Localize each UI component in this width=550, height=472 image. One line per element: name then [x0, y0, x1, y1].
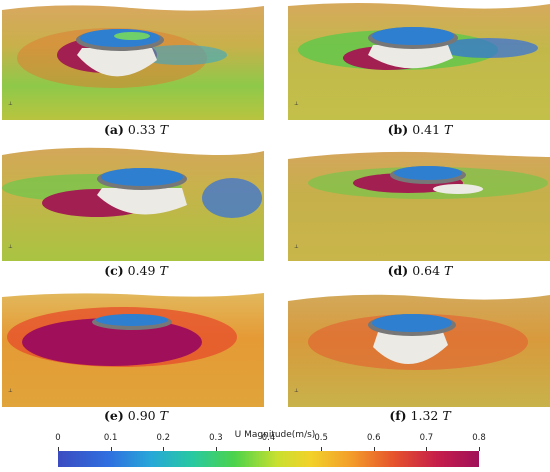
colorbar-title: U Magnitude(m/s)	[234, 430, 316, 440]
colorbar-tick-mark	[215, 447, 217, 451]
panel-b-image: ⊥	[288, 0, 550, 120]
panel-f-image: ⊥	[288, 287, 550, 407]
svg-text:⊥: ⊥	[294, 244, 299, 250]
colorbar-tick-mark	[479, 447, 480, 451]
colorbar-tick-label: 0.8	[472, 433, 486, 443]
panel-c-image: ⊥	[2, 143, 264, 261]
colorbar-tick-label: 0.5	[314, 433, 328, 443]
svg-text:⊥: ⊥	[8, 244, 13, 250]
svg-text:⊥: ⊥	[8, 388, 13, 394]
colorbar-tick-label: 0.1	[103, 433, 118, 443]
svg-text:⊥: ⊥	[294, 101, 299, 107]
colorbar-tick-mark	[373, 447, 375, 451]
colorbar-tick-label: 0.2	[156, 433, 171, 443]
colorbar-tick-mark	[110, 447, 112, 451]
caption-a: (a) 0.33 T	[103, 122, 169, 137]
colorbar-tick-mark	[426, 447, 428, 451]
caption-b: (b) 0.41 T	[387, 122, 453, 137]
svg-text:⊥: ⊥	[294, 388, 299, 394]
panel-e-image: ⊥	[2, 287, 264, 407]
svg-text:⊥: ⊥	[8, 101, 13, 107]
colorbar-tick-label: 0.3	[209, 433, 223, 443]
caption-d: (d) 0.64 T	[387, 263, 453, 278]
colorbar-tick-label: 0.7	[419, 433, 434, 443]
colorbar-tick-label: 0	[55, 433, 61, 443]
panel-a-image: ⊥	[2, 0, 264, 120]
colorbar-tick-mark	[268, 447, 270, 451]
colorbar-tick-label: 0.6	[366, 433, 381, 443]
colorbar-tick-mark	[58, 447, 59, 451]
caption-e: (e) 0.90 T	[104, 408, 168, 423]
panel-d-image: ⊥	[288, 143, 550, 261]
colorbar-tick-label: 0.4	[261, 433, 276, 443]
caption-c: (c) 0.49 T	[104, 263, 168, 278]
caption-f: (f) 1.32 T	[389, 408, 451, 423]
colorbar	[58, 451, 479, 467]
colorbar-tick-mark	[163, 447, 165, 451]
colorbar-tick-mark	[321, 447, 323, 451]
